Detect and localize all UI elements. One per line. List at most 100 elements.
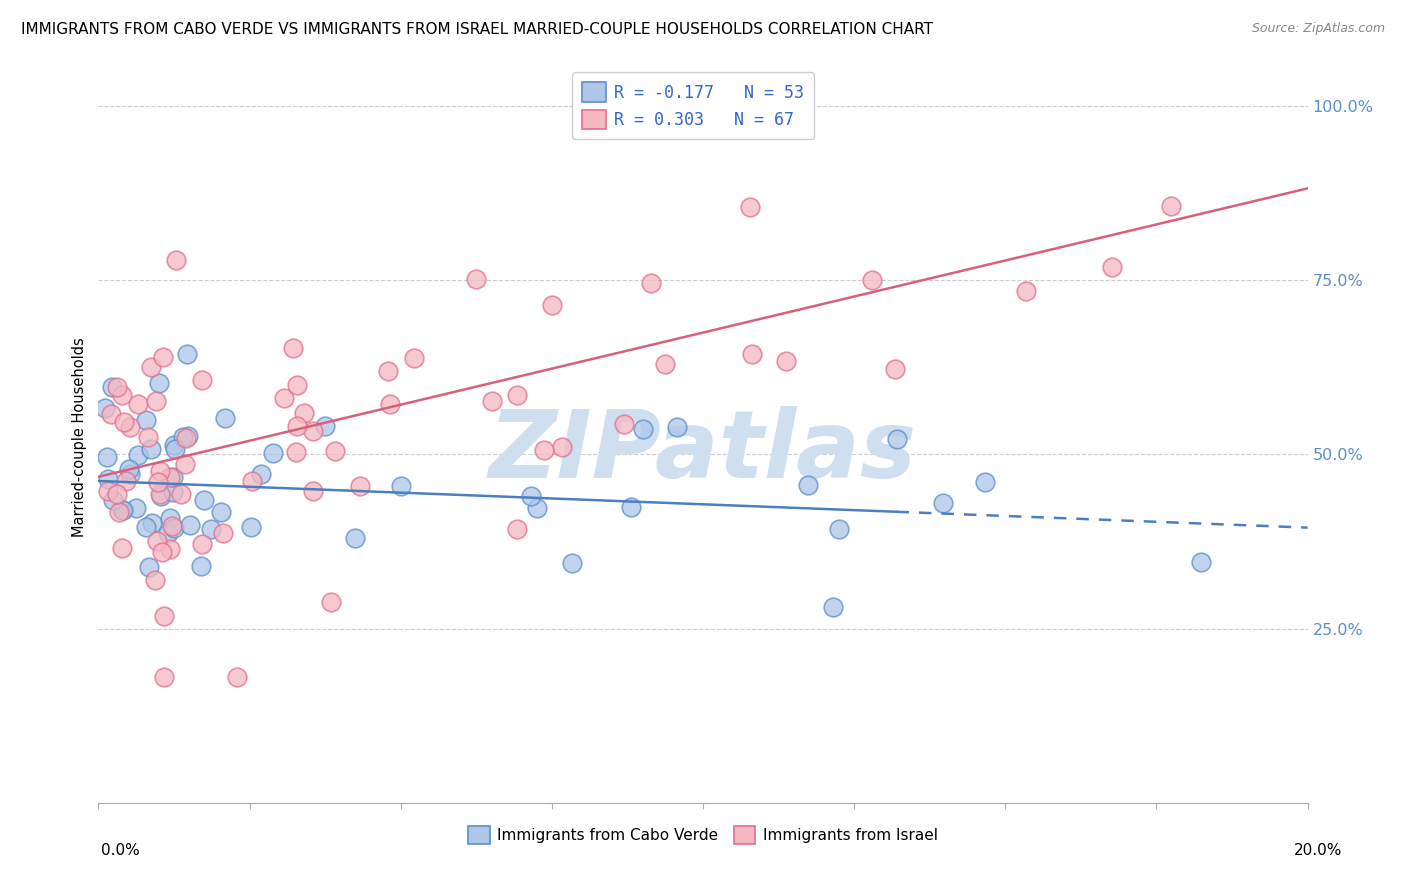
Point — [285, 378, 308, 392]
Point — [163, 442, 186, 456]
Point — [174, 431, 197, 445]
Point — [108, 505, 131, 519]
Point — [273, 391, 295, 405]
Point — [240, 474, 263, 488]
Point — [162, 521, 184, 535]
Point — [105, 487, 128, 501]
Point — [226, 670, 249, 684]
Point — [111, 388, 134, 402]
Point — [190, 558, 212, 573]
Point — [540, 298, 562, 312]
Point — [378, 396, 401, 410]
Point — [402, 351, 425, 366]
Y-axis label: Married-couple Households: Married-couple Households — [72, 337, 87, 537]
Point — [323, 444, 346, 458]
Point — [285, 444, 308, 458]
Point — [145, 394, 167, 409]
Point — [481, 393, 503, 408]
Point — [112, 502, 135, 516]
Point — [796, 478, 818, 492]
Point — [526, 501, 548, 516]
Point — [931, 496, 953, 510]
Point — [319, 595, 342, 609]
Point — [97, 483, 120, 498]
Point — [112, 416, 135, 430]
Point — [141, 442, 163, 456]
Point — [176, 347, 198, 361]
Point — [169, 487, 191, 501]
Point — [613, 417, 636, 431]
Point — [159, 470, 181, 484]
Point — [190, 537, 212, 551]
Point — [177, 429, 200, 443]
Point — [94, 401, 117, 415]
Point — [153, 608, 176, 623]
Point — [135, 413, 157, 427]
Point — [209, 505, 232, 519]
Point — [200, 523, 222, 537]
Point — [465, 271, 488, 285]
Point — [828, 522, 851, 536]
Point — [741, 347, 763, 361]
Point — [631, 422, 654, 436]
Point — [193, 492, 215, 507]
Point — [302, 483, 325, 498]
Point — [125, 501, 148, 516]
Point — [107, 380, 129, 394]
Point — [143, 573, 166, 587]
Point — [163, 438, 186, 452]
Point — [191, 373, 214, 387]
Point — [149, 487, 172, 501]
Point — [285, 419, 308, 434]
Point — [377, 364, 399, 378]
Point — [211, 525, 233, 540]
Point — [149, 465, 172, 479]
Point — [775, 354, 797, 368]
Point — [974, 475, 997, 489]
Point — [349, 478, 371, 492]
Point — [101, 380, 124, 394]
Point — [821, 600, 844, 615]
Point — [250, 467, 273, 481]
Point — [118, 467, 141, 482]
Point — [111, 541, 134, 556]
Point — [100, 407, 122, 421]
Point — [505, 522, 527, 536]
Point — [127, 448, 149, 462]
Point — [883, 362, 905, 376]
Point — [389, 478, 412, 492]
Point — [314, 419, 336, 434]
Point — [1015, 284, 1038, 298]
Point — [136, 430, 159, 444]
Point — [620, 500, 643, 515]
Point — [666, 420, 689, 434]
Point — [146, 475, 169, 489]
Point — [162, 470, 184, 484]
Point — [344, 532, 367, 546]
Point — [152, 351, 174, 365]
Point — [156, 525, 179, 540]
Text: IMMIGRANTS FROM CABO VERDE VS IMMIGRANTS FROM ISRAEL MARRIED-COUPLE HOUSEHOLDS C: IMMIGRANTS FROM CABO VERDE VS IMMIGRANTS… — [21, 22, 934, 37]
Text: 20.0%: 20.0% — [1295, 843, 1343, 858]
Point — [118, 420, 141, 434]
Point — [886, 432, 908, 446]
Point — [114, 474, 136, 488]
Point — [160, 519, 183, 533]
Point — [179, 517, 201, 532]
Point — [262, 446, 284, 460]
Point — [148, 376, 170, 391]
Point — [281, 341, 304, 355]
Point — [141, 360, 163, 375]
Point — [172, 430, 194, 444]
Point — [145, 533, 167, 548]
Point — [162, 485, 184, 500]
Text: 0.0%: 0.0% — [101, 843, 141, 858]
Point — [533, 442, 555, 457]
Point — [135, 520, 157, 534]
Point — [173, 457, 195, 471]
Text: Source: ZipAtlas.com: Source: ZipAtlas.com — [1251, 22, 1385, 36]
Point — [101, 492, 124, 507]
Point — [150, 545, 173, 559]
Point — [860, 273, 883, 287]
Point — [640, 276, 662, 290]
